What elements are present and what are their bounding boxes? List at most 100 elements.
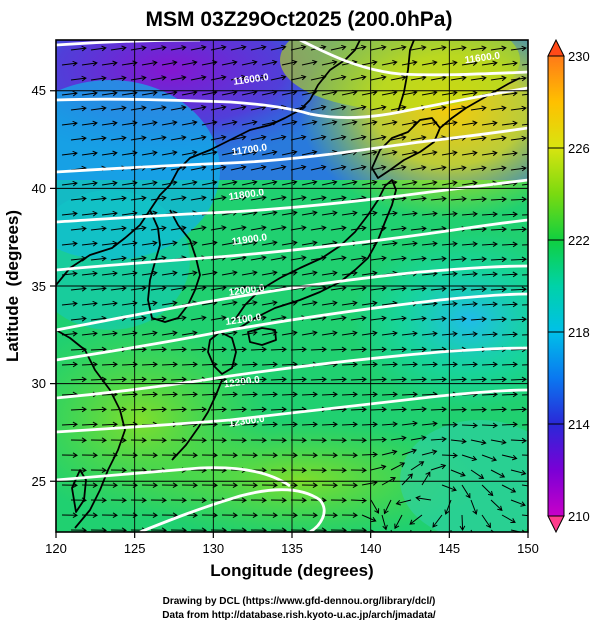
wind-arrow bbox=[490, 45, 507, 52]
wind-arrow bbox=[501, 241, 518, 248]
wind-arrow bbox=[421, 330, 438, 337]
wind-arrow bbox=[430, 256, 447, 262]
wind-arrow bbox=[341, 119, 358, 126]
coast-shikoku bbox=[247, 327, 277, 346]
wind-arrow bbox=[481, 211, 498, 218]
wind-arrow bbox=[281, 330, 298, 336]
wind-arrow bbox=[61, 180, 78, 187]
wind-arrow bbox=[261, 149, 278, 156]
wind-arrow bbox=[250, 437, 267, 444]
wind-arrow bbox=[501, 271, 518, 278]
wind-arrow bbox=[510, 105, 527, 112]
wind-arrow bbox=[370, 104, 387, 111]
wind-arrow bbox=[350, 437, 367, 444]
contour-label: 12100.0 bbox=[225, 312, 263, 328]
wind-arrow bbox=[221, 119, 238, 126]
wind-arrow bbox=[170, 346, 187, 353]
wind-arrow bbox=[81, 330, 98, 337]
contour-label: 12200.0 bbox=[223, 374, 261, 390]
x-tick-labels: 120 125 130 135 140 145 150 bbox=[45, 541, 539, 556]
wind-arrow bbox=[321, 421, 338, 428]
wind-arrow bbox=[101, 330, 118, 337]
wind-arrow bbox=[321, 210, 338, 216]
wind-arrow bbox=[390, 376, 407, 383]
wind-arrow bbox=[350, 346, 367, 353]
x-axis-title: Longitude (degrees) bbox=[210, 561, 373, 580]
wind-arrow bbox=[401, 448, 418, 456]
wind-arrow bbox=[161, 120, 178, 126]
wind-arrow bbox=[421, 421, 438, 427]
wind-arrow bbox=[321, 119, 338, 126]
wind-arrow bbox=[261, 452, 278, 459]
contour-11600-e bbox=[309, 86, 528, 120]
wind-arrow bbox=[141, 512, 158, 519]
wind-arrow bbox=[261, 361, 278, 368]
wind-arrow bbox=[190, 45, 207, 51]
wind-arrow bbox=[290, 255, 307, 261]
y-tick-labels: 25 30 35 40 45 bbox=[32, 83, 46, 489]
wind-arrow bbox=[290, 74, 307, 81]
wind-arrow bbox=[330, 44, 347, 51]
wind-arrow bbox=[481, 361, 498, 368]
wind-arrow bbox=[130, 285, 147, 292]
wind-arrow bbox=[390, 45, 407, 51]
wind-arrow bbox=[81, 120, 98, 127]
wind-arrow bbox=[141, 361, 158, 368]
wind-arrow bbox=[510, 437, 527, 444]
wind-arrow bbox=[370, 406, 387, 413]
wind-arrow bbox=[361, 451, 378, 458]
coast-sakhalin bbox=[397, 40, 415, 113]
wind-arrow bbox=[430, 406, 447, 413]
wind-arrow bbox=[301, 270, 318, 276]
wind-arrow bbox=[321, 330, 338, 336]
wind-arrow bbox=[301, 119, 318, 126]
wind-arrow bbox=[101, 90, 118, 97]
wind-arrow bbox=[190, 225, 207, 231]
wind-arrow bbox=[470, 469, 485, 479]
wind-arrow bbox=[150, 376, 167, 383]
wind-arrow bbox=[370, 74, 387, 81]
wind-arrow bbox=[101, 421, 118, 428]
wind-arrow bbox=[481, 391, 498, 398]
wind-arrow bbox=[341, 361, 358, 368]
wind-arrow bbox=[330, 134, 347, 141]
wind-arrow bbox=[330, 74, 347, 81]
wind-arrow bbox=[81, 60, 98, 67]
wind-arrow bbox=[181, 330, 198, 336]
coastlines bbox=[56, 40, 521, 529]
wind-arrow bbox=[90, 255, 107, 262]
wind-arrow bbox=[383, 499, 392, 515]
wind-arrow bbox=[390, 346, 407, 353]
wind-arrow bbox=[190, 75, 207, 81]
wind-arrow bbox=[81, 240, 98, 247]
wind-arrow bbox=[161, 60, 178, 66]
wind-arrow bbox=[481, 484, 494, 497]
wind-arrow bbox=[241, 361, 258, 368]
wind-arrow bbox=[181, 270, 198, 276]
wind-arrow bbox=[150, 45, 167, 51]
wind-arrow bbox=[370, 376, 387, 383]
wind-arrow bbox=[381, 449, 398, 456]
wind-arrow bbox=[141, 150, 158, 156]
wind-arrow bbox=[341, 421, 358, 428]
wind-arrow bbox=[481, 241, 498, 248]
wind-arrow bbox=[350, 255, 367, 262]
colorbar-label-222: 222 bbox=[568, 233, 590, 248]
wind-arrow bbox=[301, 391, 318, 398]
wind-arrow bbox=[521, 394, 528, 396]
wind-arrow bbox=[481, 120, 498, 127]
wind-arrow bbox=[470, 286, 487, 293]
wind-arrow bbox=[501, 60, 518, 67]
coast-kurils bbox=[439, 77, 521, 129]
wind-arrow bbox=[410, 406, 427, 413]
wind-arrow bbox=[90, 346, 107, 353]
wind-arrow bbox=[190, 105, 207, 111]
wind-arrow bbox=[130, 45, 147, 51]
wind-arrow bbox=[241, 59, 258, 66]
ytick-label-40: 40 bbox=[32, 181, 46, 196]
wind-arrow bbox=[321, 270, 338, 276]
wind-arrow bbox=[141, 482, 158, 489]
wind-arrow bbox=[81, 452, 98, 459]
wind-arrow bbox=[490, 256, 507, 263]
wind-arrow bbox=[261, 330, 278, 336]
